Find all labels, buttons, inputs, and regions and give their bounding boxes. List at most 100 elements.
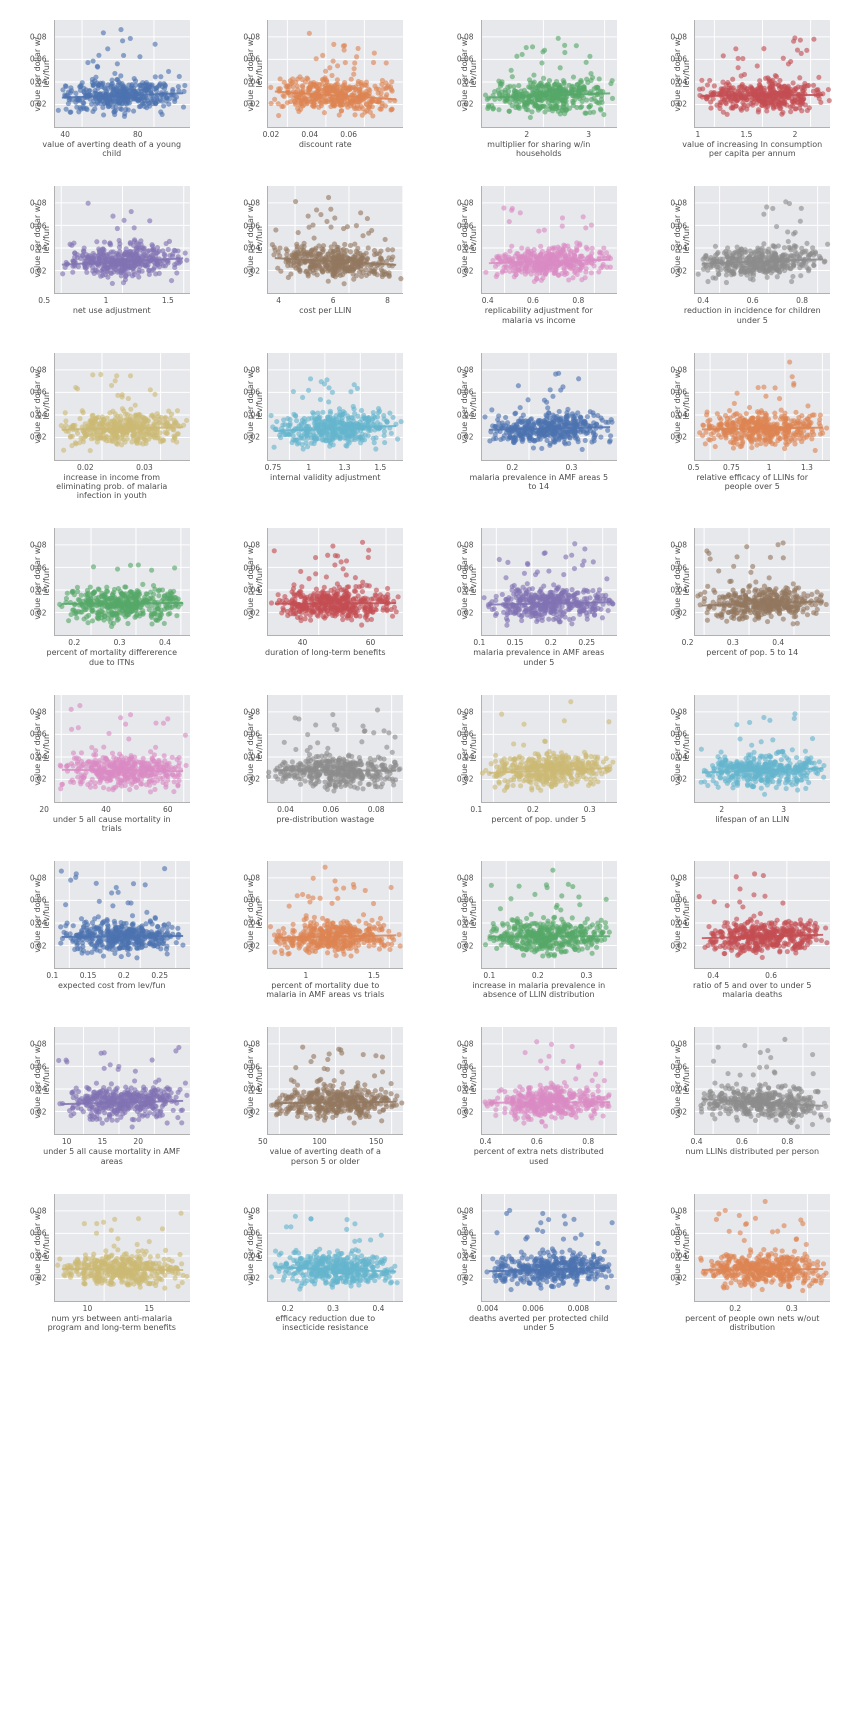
y-tick-label: 0.02 [457,608,474,617]
x-tick-label: 0.6 [765,971,777,980]
scatter-plot: 0.020.040.060.08 [267,861,403,969]
x-axis-label: under 5 all cause mortality in trials [42,815,182,833]
y-tick-label: 0.08 [670,32,687,41]
x-ticks: 0.10.150.20.25 [38,969,174,979]
x-ticks: 23 [679,803,815,813]
x-tick-label: 0.2 [527,805,539,814]
scatter-panel: value per dollar w/ lev/fun0.020.040.060… [661,861,845,999]
x-ticks: 0.40.60.8 [679,1135,815,1145]
y-tick-label: 0.02 [243,433,260,442]
y-tick-label: 0.08 [670,873,687,882]
x-tick-label: 0.6 [527,296,539,305]
x-tick-label: 15 [98,1137,108,1146]
y-tick-label: 0.04 [457,77,474,86]
x-axis-label: num LLINs distributed per person [685,1147,819,1156]
x-tick-label: 0.06 [340,130,357,139]
y-tick-label: 0.08 [457,541,474,550]
x-axis-label: percent of pop. 5 to 14 [706,648,798,657]
scatter-panel: value per dollar w/ lev/fun0.020.040.060… [20,1027,204,1165]
x-tick-label: 40 [60,130,70,139]
y-tick-label: 0.04 [670,244,687,253]
y-tick-label: 0.04 [243,244,260,253]
x-tick-label: 1.3 [339,463,351,472]
x-tick-label: 0.3 [584,805,596,814]
x-tick-label: 0.3 [786,1304,798,1313]
scatter-plot: 0.020.040.060.08 [694,861,830,969]
y-tick-label: 0.06 [457,563,474,572]
scatter-plot: 0.020.040.060.08 [54,186,190,294]
x-tick-label: 0.25 [578,638,595,647]
x-ticks: 0.7511.31.5 [252,461,388,471]
y-tick-label: 0.02 [457,1274,474,1283]
y-tick-label: 0.04 [457,919,474,928]
x-tick-label: 1.5 [162,296,174,305]
x-ticks: 0.20.30.4 [252,1302,388,1312]
scatter-plot: 0.020.040.060.08 [481,20,617,128]
scatter-plot: 0.020.040.060.08 [54,861,190,969]
x-ticks: 0.020.03 [38,461,174,471]
x-tick-label: 0.04 [301,130,318,139]
x-ticks: 0.10.20.3 [465,969,601,979]
y-tick-label: 0.04 [670,1085,687,1094]
x-tick-label: 1.5 [374,463,386,472]
y-tick-label: 0.06 [243,388,260,397]
y-tick-label: 0.06 [670,221,687,230]
scatter-panel: value per dollar w/ lev/fun0.020.040.060… [234,1194,418,1332]
y-tick-label: 0.02 [30,1107,47,1116]
x-tick-label: 0.5 [688,463,700,472]
scatter-panel: value per dollar w/ lev/fun0.020.040.060… [234,1027,418,1165]
scatter-plot: 0.020.040.060.08 [54,20,190,128]
x-tick-label: 1 [104,296,109,305]
scatter-plot: 0.020.040.060.08 [54,353,190,461]
scatter-plot: 0.020.040.060.08 [54,1194,190,1302]
y-tick-label: 0.08 [243,1040,260,1049]
scatter-panel: value per dollar w/ lev/fun0.020.040.060… [661,186,845,324]
scatter-panel: value per dollar w/ lev/fun0.020.040.060… [234,695,418,833]
y-tick-label: 0.06 [30,896,47,905]
x-axis-label: relative efficacy of LLINs for people ov… [682,473,822,491]
x-ticks: 204060 [38,803,174,813]
y-tick-label: 0.06 [457,388,474,397]
y-tick-label: 0.06 [670,388,687,397]
x-axis-label: num yrs between anti-malaria program and… [42,1314,182,1332]
y-tick-label: 0.04 [243,410,260,419]
x-tick-label: 0.4 [159,638,171,647]
x-tick-label: 0.4 [691,1137,703,1146]
y-tick-label: 0.02 [30,1274,47,1283]
y-tick-label: 0.04 [30,919,47,928]
x-tick-label: 0.75 [265,463,282,472]
scatter-grid: value per dollar w/ lev/fun0.020.040.060… [20,20,844,1332]
scatter-plot: 0.020.040.060.08 [481,528,617,636]
scatter-plot: 0.020.040.060.08 [267,528,403,636]
x-tick-label: 0.3 [114,638,126,647]
x-ticks: 11.52 [679,128,815,138]
x-tick-label: 20 [39,805,49,814]
y-tick-label: 0.06 [243,563,260,572]
y-tick-label: 0.02 [243,941,260,950]
x-tick-label: 0.4 [697,296,709,305]
y-tick-label: 0.08 [30,873,47,882]
scatter-panel: value per dollar w/ lev/fun0.020.040.060… [447,695,631,833]
y-tick-label: 0.06 [457,1229,474,1238]
y-tick-label: 0.02 [457,433,474,442]
y-tick-label: 0.04 [670,410,687,419]
x-ticks: 468 [252,294,388,304]
x-tick-label: 60 [366,638,376,647]
y-tick-label: 0.04 [457,1085,474,1094]
y-tick-label: 0.06 [243,896,260,905]
x-tick-label: 8 [385,296,390,305]
y-tick-label: 0.04 [670,752,687,761]
y-tick-label: 0.02 [457,941,474,950]
x-axis-label: percent of extra nets distributed used [469,1147,609,1165]
y-tick-label: 0.08 [30,541,47,550]
x-ticks: 0.20.3 [679,1302,815,1312]
scatter-plot: 0.020.040.060.08 [481,186,617,294]
y-tick-label: 0.06 [30,388,47,397]
x-tick-label: 0.1 [483,971,495,980]
x-axis-label: percent of mortality differerence due to… [42,648,182,666]
scatter-plot: 0.020.040.060.08 [481,861,617,969]
x-tick-label: 0.02 [263,130,280,139]
x-tick-label: 0.06 [322,805,339,814]
x-ticks: 0.40.60.8 [679,294,815,304]
scatter-panel: value per dollar w/ lev/fun0.020.040.060… [20,528,204,666]
